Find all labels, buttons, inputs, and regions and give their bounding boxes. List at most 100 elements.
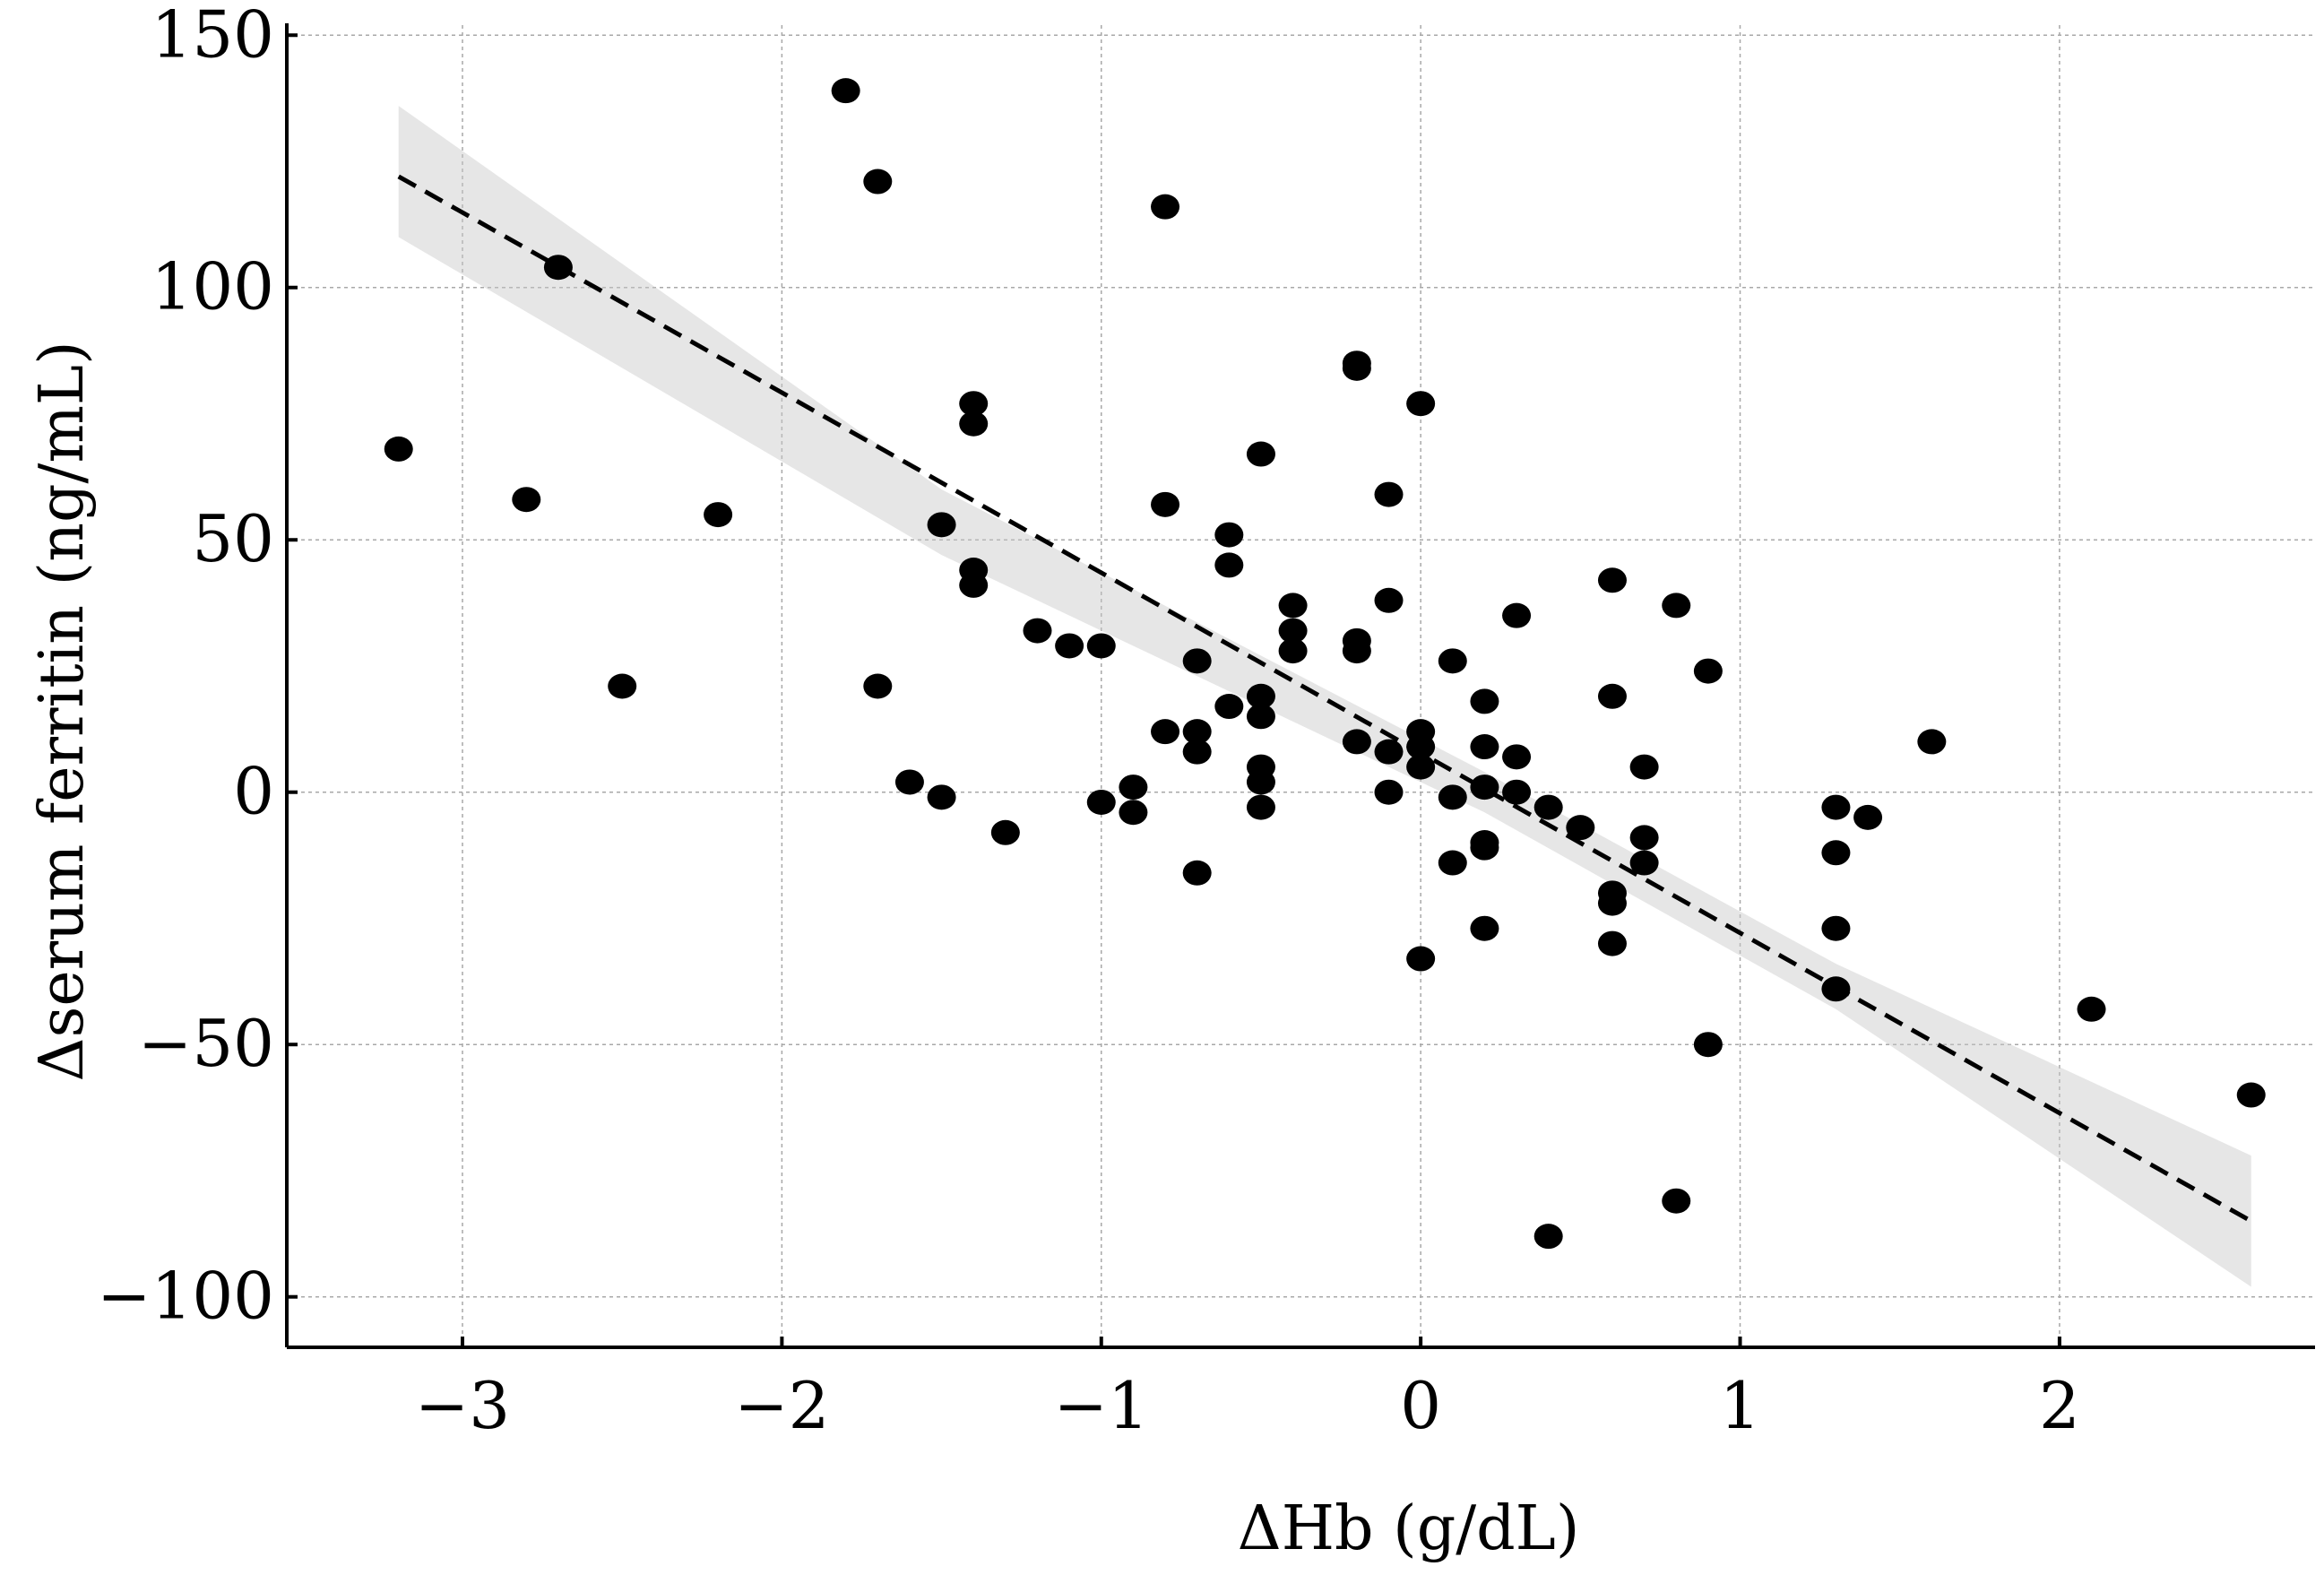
data-point-21 bbox=[1119, 800, 1148, 826]
data-point-62 bbox=[1470, 835, 1499, 861]
data-point-1 bbox=[512, 487, 541, 513]
data-point-9 bbox=[927, 512, 956, 538]
data-point-40 bbox=[1278, 638, 1308, 664]
data-point-48 bbox=[1374, 739, 1404, 765]
data-point-24 bbox=[1151, 719, 1180, 745]
regression-line bbox=[397, 174, 2252, 1224]
x-tick-label-1: −2 bbox=[734, 1368, 829, 1443]
data-point-89 bbox=[2236, 1082, 2266, 1108]
regression-fit bbox=[397, 174, 2252, 1224]
x-tick-label-4: 1 bbox=[1720, 1368, 1761, 1443]
y-axis-label: Δserum ferritin (ng/mL) bbox=[27, 341, 98, 1081]
y-tick-label-3: 50 bbox=[192, 501, 274, 576]
data-point-88 bbox=[2077, 996, 2106, 1022]
data-point-56 bbox=[1438, 784, 1467, 810]
data-point-46 bbox=[1374, 481, 1404, 507]
data-point-38 bbox=[1278, 593, 1308, 619]
gridlines bbox=[287, 25, 2315, 1347]
data-point-64 bbox=[1502, 602, 1532, 628]
data-point-57 bbox=[1438, 850, 1467, 876]
data-point-83 bbox=[1821, 840, 1851, 866]
data-point-69 bbox=[1566, 815, 1595, 841]
y-axis-ticks: −100 −50 0 50 100 150 bbox=[97, 0, 298, 1334]
confidence-band-area bbox=[398, 106, 2251, 1287]
data-point-5 bbox=[831, 78, 860, 104]
data-point-16 bbox=[1023, 618, 1052, 644]
data-point-12 bbox=[959, 411, 989, 437]
data-point-65 bbox=[1502, 744, 1532, 770]
data-point-7 bbox=[863, 673, 893, 699]
data-point-84 bbox=[1821, 915, 1851, 941]
data-point-20 bbox=[1119, 775, 1148, 800]
data-point-0 bbox=[384, 436, 413, 462]
data-point-31 bbox=[1214, 694, 1244, 720]
data-point-33 bbox=[1246, 683, 1275, 709]
data-point-79 bbox=[1662, 1188, 1691, 1214]
data-point-27 bbox=[1182, 739, 1212, 765]
data-point-32 bbox=[1246, 441, 1275, 467]
data-point-23 bbox=[1151, 491, 1180, 517]
data-point-58 bbox=[1470, 688, 1499, 714]
x-axis-ticks: −3 −2 −1 0 1 2 bbox=[415, 1337, 2080, 1443]
data-point-34 bbox=[1246, 704, 1275, 730]
data-point-82 bbox=[1821, 794, 1851, 820]
x-tick-label-2: −1 bbox=[1054, 1368, 1149, 1443]
data-point-54 bbox=[1406, 946, 1436, 972]
data-point-19 bbox=[1086, 789, 1116, 815]
data-point-63 bbox=[1470, 915, 1499, 941]
data-point-47 bbox=[1374, 587, 1404, 613]
data-point-10 bbox=[927, 784, 956, 810]
data-point-53 bbox=[1406, 754, 1436, 780]
data-point-78 bbox=[1662, 593, 1691, 619]
data-point-52 bbox=[1406, 734, 1436, 760]
data-point-15 bbox=[990, 819, 1020, 845]
data-point-80 bbox=[1693, 658, 1723, 684]
data-point-75 bbox=[1629, 754, 1659, 780]
data-point-3 bbox=[608, 673, 637, 699]
data-point-18 bbox=[1086, 633, 1116, 659]
data-point-50 bbox=[1406, 391, 1436, 417]
data-points bbox=[384, 78, 2266, 1250]
x-tick-label-5: 2 bbox=[2039, 1368, 2080, 1443]
data-point-29 bbox=[1214, 522, 1244, 548]
data-point-39 bbox=[1278, 618, 1308, 644]
data-point-6 bbox=[863, 169, 893, 195]
data-point-59 bbox=[1470, 734, 1499, 760]
data-point-66 bbox=[1502, 779, 1532, 805]
data-point-73 bbox=[1597, 890, 1627, 916]
data-point-68 bbox=[1533, 1224, 1563, 1250]
data-point-30 bbox=[1214, 552, 1244, 578]
data-point-11 bbox=[959, 391, 989, 417]
y-tick-label-5: 150 bbox=[151, 0, 274, 72]
data-point-42 bbox=[1342, 355, 1371, 381]
confidence-band bbox=[398, 106, 2251, 1287]
x-axis-label: ΔHb (g/dL) bbox=[1238, 1493, 1580, 1564]
data-point-81 bbox=[1693, 1032, 1723, 1058]
data-point-36 bbox=[1246, 769, 1275, 795]
data-point-44 bbox=[1342, 638, 1371, 664]
data-point-76 bbox=[1629, 825, 1659, 851]
y-tick-label-2: 0 bbox=[233, 754, 274, 829]
data-point-17 bbox=[1055, 633, 1084, 659]
y-tick-label-1: −50 bbox=[138, 1006, 274, 1081]
data-point-28 bbox=[1182, 860, 1212, 886]
x-tick-label-0: −3 bbox=[415, 1368, 510, 1443]
x-tick-label-3: 0 bbox=[1400, 1368, 1441, 1443]
data-point-4 bbox=[704, 502, 733, 528]
data-point-49 bbox=[1374, 779, 1404, 805]
data-point-71 bbox=[1597, 683, 1627, 709]
data-point-14 bbox=[959, 572, 989, 598]
data-point-77 bbox=[1629, 850, 1659, 876]
y-tick-label-0: −100 bbox=[97, 1259, 274, 1334]
data-point-26 bbox=[1182, 719, 1212, 745]
data-point-74 bbox=[1597, 930, 1627, 956]
y-tick-label-4: 100 bbox=[151, 249, 274, 325]
data-point-70 bbox=[1597, 567, 1627, 593]
data-point-67 bbox=[1533, 794, 1563, 820]
data-point-86 bbox=[1853, 804, 1883, 830]
axes-spines bbox=[285, 23, 2315, 1349]
data-point-25 bbox=[1182, 648, 1212, 674]
data-point-87 bbox=[1917, 729, 1947, 755]
data-point-37 bbox=[1246, 794, 1275, 820]
